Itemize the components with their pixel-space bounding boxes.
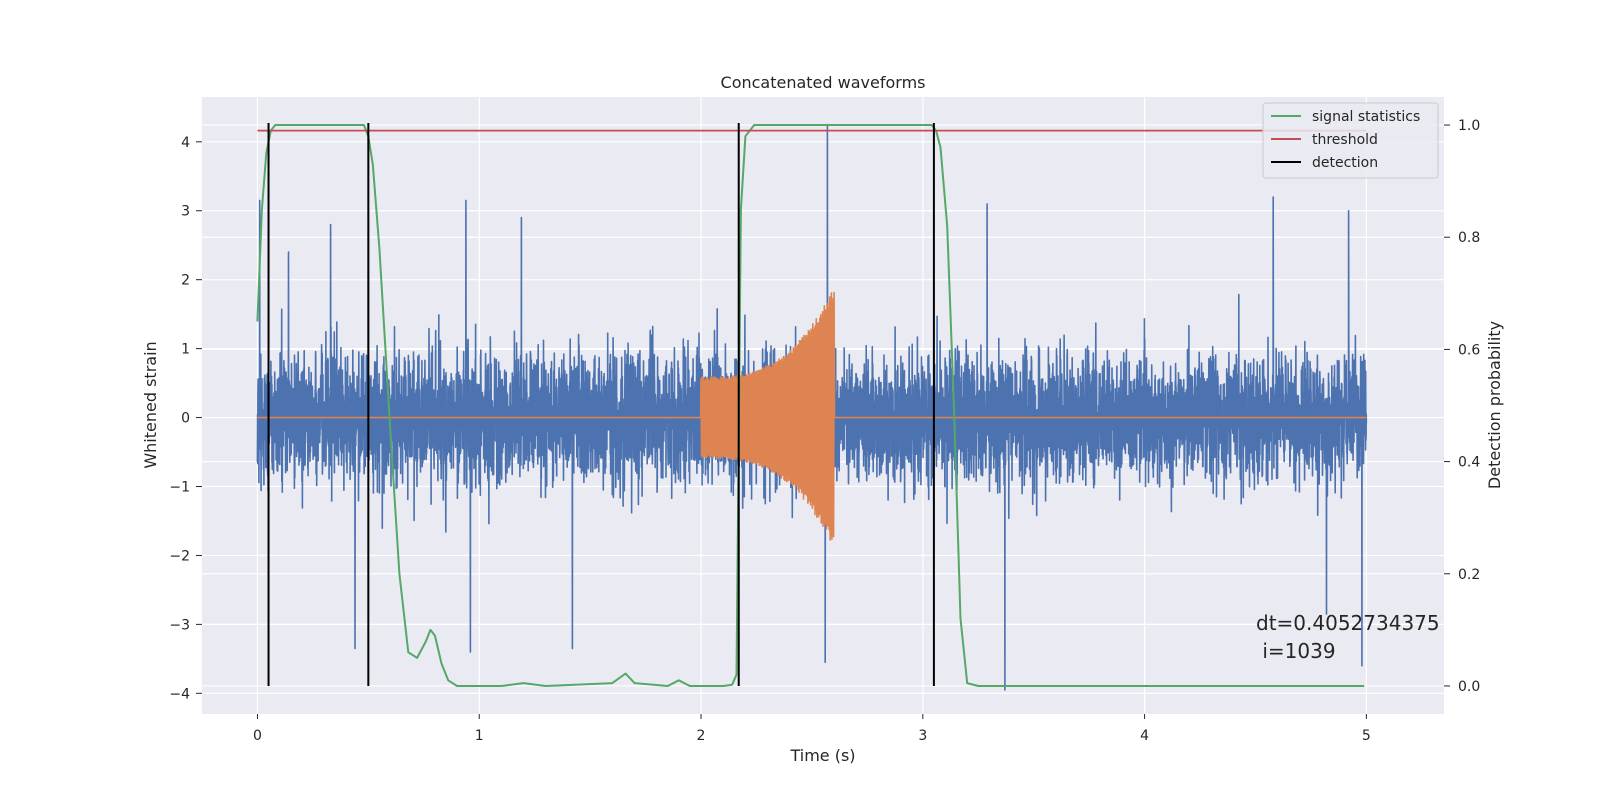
data-marks	[256, 123, 1368, 691]
y-tick-label: −2	[169, 548, 190, 564]
y-tick-label: 0	[181, 411, 190, 427]
y2-axis-label: Detection probability	[1485, 321, 1504, 489]
annotation-dt: dt=0.4052734375	[1256, 611, 1440, 635]
y2-tick-label: 0.6	[1458, 342, 1480, 358]
x-tick-label: 1	[475, 728, 484, 744]
x-axis-label: Time (s)	[789, 746, 855, 765]
y-tick-label: 3	[181, 204, 190, 220]
y-axis-label: Whitened strain	[141, 341, 160, 468]
legend-label-detection: detection	[1312, 155, 1378, 171]
chirp-line	[257, 291, 1367, 541]
x-tick-label: 4	[1140, 728, 1149, 744]
x-tick-label: 2	[697, 728, 706, 744]
y2-tick-label: 0.0	[1458, 679, 1480, 695]
annotation-i: i=1039	[1256, 639, 1336, 663]
y2-tick-label: 0.4	[1458, 455, 1480, 471]
y-tick-label: −1	[169, 480, 190, 496]
x-tick-label: 5	[1362, 728, 1371, 744]
y2-tick-label: 0.8	[1458, 230, 1480, 246]
ticks: 0 1 2 3 4 5 −4 −3 −2 −1 0 1 2 3 4 0.0 0.2 0.4 0.6 0.8 1.0	[169, 118, 1480, 744]
y-tick-label: 4	[181, 135, 190, 151]
y-tick-label: −3	[169, 617, 190, 633]
y-tick-label: 2	[181, 273, 190, 289]
y-tick-label: −4	[169, 686, 190, 702]
y2-tick-label: 0.2	[1458, 567, 1480, 583]
legend: signal statistics threshold detection	[1262, 102, 1439, 179]
legend-label-signal-statistics: signal statistics	[1312, 109, 1420, 125]
x-tick-label: 3	[918, 728, 927, 744]
x-tick-label: 0	[253, 728, 262, 744]
y2-tick-label: 1.0	[1458, 118, 1480, 134]
chart-title: Concatenated waveforms	[721, 73, 926, 92]
legend-label-threshold: threshold	[1312, 132, 1378, 148]
legend-box	[1262, 102, 1439, 179]
y-tick-label: 1	[181, 342, 190, 358]
